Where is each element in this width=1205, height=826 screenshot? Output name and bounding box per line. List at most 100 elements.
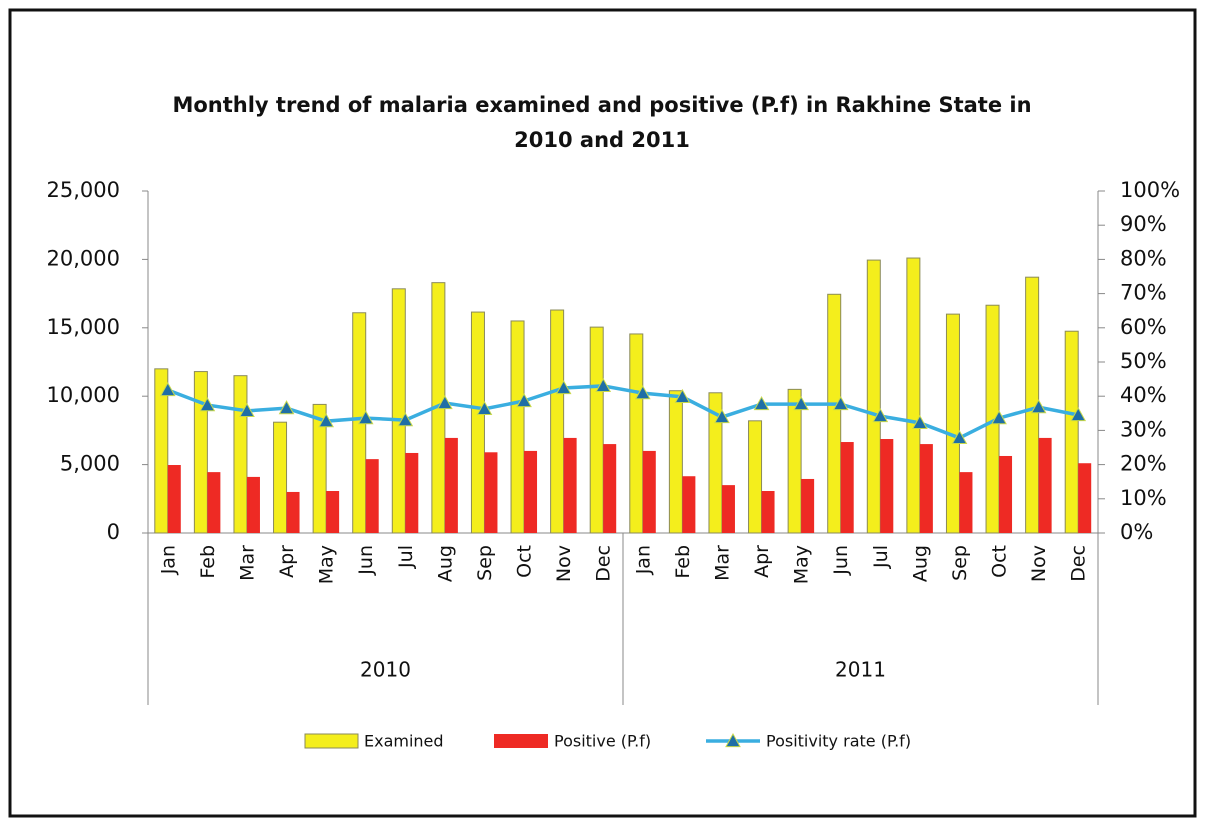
legend-label: Positivity rate (P.f) <box>766 732 911 751</box>
y-tick-label: 20,000 <box>47 246 120 270</box>
x-tick-label: Aug <box>434 545 456 582</box>
bar <box>312 403 327 534</box>
bar <box>748 420 763 534</box>
bar <box>167 465 181 533</box>
line-marker <box>991 410 1007 425</box>
x-tick-label: Dec <box>1068 545 1090 582</box>
line-marker <box>753 396 770 411</box>
line-marker <box>476 400 493 415</box>
bar <box>999 455 1013 533</box>
x-tick-label: Oct <box>989 545 1011 578</box>
y2-tick-label: 70% <box>1120 281 1167 305</box>
line-marker <box>634 385 651 400</box>
bar <box>524 450 538 533</box>
legend-marker <box>725 732 741 748</box>
bar <box>721 485 735 533</box>
x-tick-label: Mar <box>711 545 733 581</box>
line-marker <box>555 379 572 395</box>
line-marker <box>397 412 414 427</box>
group-label: 2010 <box>360 658 411 682</box>
x-tick-label: Apr <box>276 545 298 578</box>
y2-tick-label: 60% <box>1120 315 1167 339</box>
legend-swatch <box>494 734 548 748</box>
bar <box>510 320 525 534</box>
legend-label: Positive (P.f) <box>554 732 651 751</box>
y2-tick-label: 80% <box>1120 246 1167 270</box>
bar <box>470 311 485 534</box>
line-marker <box>516 392 532 408</box>
group-label: 2011 <box>835 658 886 682</box>
bar <box>668 390 683 534</box>
y-tick-label: 0 <box>107 520 120 544</box>
bar <box>326 491 340 533</box>
line-marker <box>318 413 334 428</box>
bar <box>193 371 208 534</box>
x-tick-label: Jul <box>870 545 892 569</box>
y2-tick-label: 50% <box>1120 349 1167 373</box>
line-marker <box>278 400 295 415</box>
line-marker <box>437 395 453 410</box>
bar <box>405 452 419 533</box>
bar <box>365 459 379 533</box>
bar <box>880 439 894 533</box>
x-tick-label: May <box>316 545 338 584</box>
bar <box>444 437 458 533</box>
line-marker <box>159 382 176 397</box>
x-tick-label: Jan <box>157 545 179 575</box>
y2-tick-label: 100% <box>1120 178 1180 202</box>
bar <box>1078 463 1092 533</box>
frame <box>8 8 1197 818</box>
bar <box>286 491 300 533</box>
y-tick-label: 5,000 <box>60 452 120 476</box>
bar <box>391 288 406 534</box>
line-marker <box>595 377 612 393</box>
y-tick-label: 10,000 <box>47 383 120 407</box>
x-tick-label: Nov <box>553 545 575 582</box>
line <box>167 384 1079 440</box>
y2-tick-label: 10% <box>1120 486 1167 510</box>
bar <box>563 437 577 533</box>
line-marker <box>199 397 216 412</box>
bar <box>603 444 617 533</box>
bar <box>550 309 565 534</box>
bar <box>827 293 842 534</box>
line-marker <box>832 396 849 411</box>
chart-title: Monthly trend of malaria examined and po… <box>172 93 1031 117</box>
bar <box>906 257 921 534</box>
bar <box>154 368 169 534</box>
bar <box>866 259 881 534</box>
bar <box>589 326 604 534</box>
y-tick-label: 15,000 <box>47 315 120 339</box>
x-tick-label: Jun <box>830 545 852 576</box>
chart-title: 2010 and 2011 <box>514 128 690 152</box>
line-marker <box>1030 399 1047 414</box>
line-marker <box>239 402 255 418</box>
x-tick-label: Aug <box>909 545 931 582</box>
bar <box>945 313 960 534</box>
x-tick-label: Mar <box>236 545 258 581</box>
x-tick-label: Dec <box>593 545 615 582</box>
y2-tick-label: 40% <box>1120 383 1167 407</box>
y2-tick-label: 30% <box>1120 417 1167 441</box>
bar <box>801 478 815 533</box>
bar <box>1038 437 1052 533</box>
line-marker <box>674 388 691 403</box>
x-tick-label: Sep <box>474 545 496 581</box>
x-tick-label: Apr <box>751 545 773 578</box>
bar <box>642 450 656 533</box>
x-tick-label: Nov <box>1028 545 1050 582</box>
x-tick-label: Jul <box>395 545 417 569</box>
line-marker <box>357 410 374 425</box>
line-marker <box>912 414 928 429</box>
bar <box>919 444 933 533</box>
y-tick-label: 25,000 <box>47 178 120 202</box>
bar <box>761 491 775 533</box>
bar <box>246 476 260 533</box>
bar <box>1064 330 1079 534</box>
line-marker <box>951 429 968 445</box>
legend-swatch <box>304 733 359 749</box>
line-marker <box>872 408 889 423</box>
y2-tick-label: 0% <box>1120 520 1153 544</box>
x-tick-label: May <box>791 545 813 584</box>
